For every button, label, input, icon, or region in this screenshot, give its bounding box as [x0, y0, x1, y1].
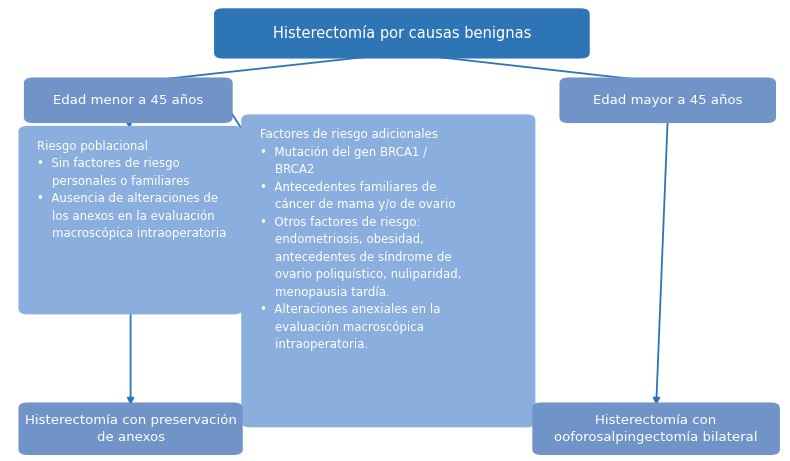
FancyBboxPatch shape — [559, 77, 776, 123]
FancyBboxPatch shape — [241, 114, 536, 427]
FancyBboxPatch shape — [18, 126, 243, 314]
Text: Histerectomía con
ooforosalpingectomía bilateral: Histerectomía con ooforosalpingectomía b… — [555, 414, 758, 444]
FancyBboxPatch shape — [214, 8, 590, 59]
FancyBboxPatch shape — [24, 77, 233, 123]
FancyBboxPatch shape — [532, 402, 780, 455]
Text: Riesgo poblacional
•  Sin factores de riesgo
    personales o familiares
•  Ause: Riesgo poblacional • Sin factores de rie… — [37, 140, 227, 240]
Text: Edad menor a 45 años: Edad menor a 45 años — [53, 94, 203, 107]
FancyBboxPatch shape — [18, 402, 243, 455]
Text: Histerectomía con preservación
de anexos: Histerectomía con preservación de anexos — [24, 414, 236, 444]
Text: Histerectomía por causas benignas: Histerectomía por causas benignas — [273, 25, 531, 41]
Text: Edad mayor a 45 años: Edad mayor a 45 años — [593, 94, 743, 107]
Text: Factores de riesgo adicionales
•  Mutación del gen BRCA1 /
    BRCA2
•  Antecede: Factores de riesgo adicionales • Mutació… — [260, 128, 461, 351]
